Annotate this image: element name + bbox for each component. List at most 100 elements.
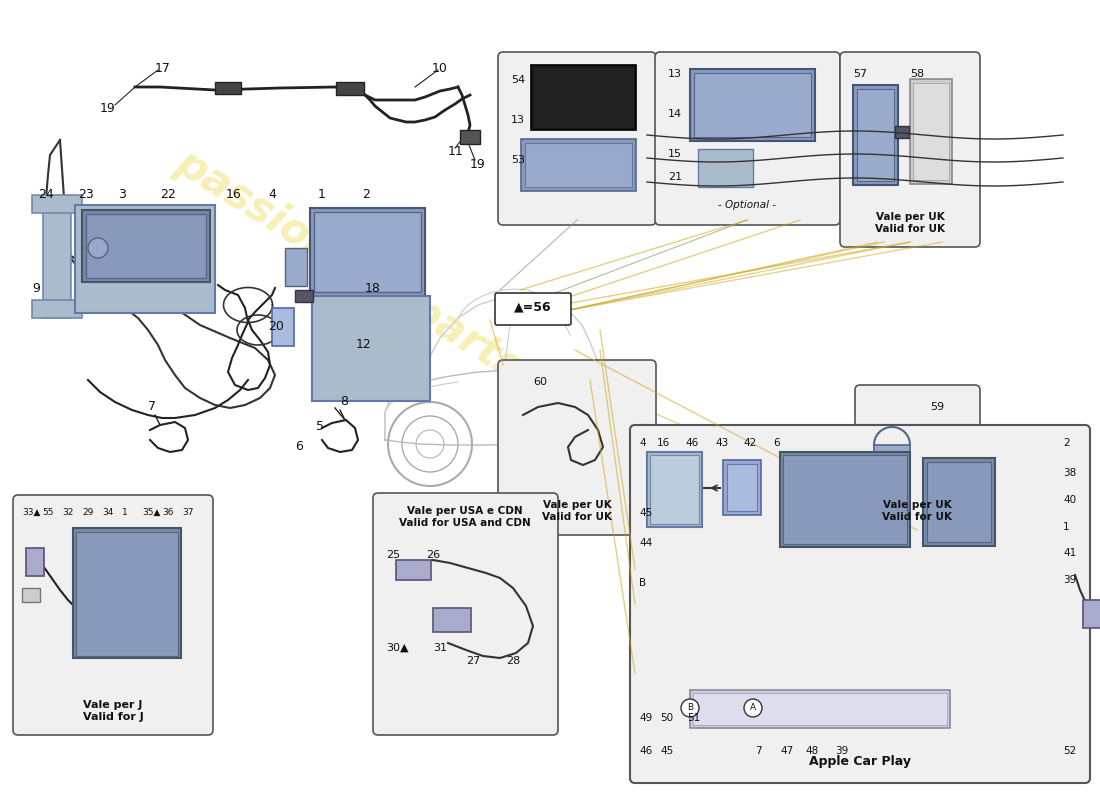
Text: 35▲: 35▲ <box>142 508 161 517</box>
Bar <box>22 588 40 602</box>
Bar <box>531 65 636 130</box>
Text: 54: 54 <box>512 75 525 85</box>
Text: 5: 5 <box>316 420 324 433</box>
Bar <box>214 82 241 94</box>
Bar <box>694 73 811 137</box>
Text: 22: 22 <box>160 188 176 201</box>
Text: 13: 13 <box>668 69 682 79</box>
Circle shape <box>744 699 762 717</box>
Text: 38: 38 <box>1063 468 1076 478</box>
Bar <box>295 290 313 302</box>
Text: B: B <box>686 703 693 713</box>
Text: 41: 41 <box>1063 548 1076 558</box>
Text: 2: 2 <box>362 188 370 201</box>
Text: Apple Car Play: Apple Car Play <box>808 755 911 768</box>
Text: 33▲: 33▲ <box>22 508 41 517</box>
Text: 30▲: 30▲ <box>386 643 408 653</box>
Text: Vale per UK
Valid for UK: Vale per UK Valid for UK <box>542 501 612 522</box>
Text: B: B <box>639 578 646 588</box>
Text: 26: 26 <box>426 550 440 560</box>
Text: 3: 3 <box>118 188 125 201</box>
Text: 60: 60 <box>534 377 547 387</box>
Text: 12: 12 <box>356 338 372 351</box>
Bar <box>43 200 72 318</box>
Bar <box>913 83 949 180</box>
Text: 1: 1 <box>122 508 128 517</box>
Text: 51: 51 <box>688 713 701 723</box>
Text: 46: 46 <box>639 746 652 756</box>
Bar <box>857 89 894 181</box>
Text: 1: 1 <box>318 188 326 201</box>
Text: 15: 15 <box>668 149 682 159</box>
Text: 6: 6 <box>773 438 780 448</box>
Text: passion for parts since 1985: passion for parts since 1985 <box>168 142 756 530</box>
FancyBboxPatch shape <box>498 360 656 535</box>
Text: 27: 27 <box>466 656 481 666</box>
Text: Vale per UK
Valid for UK: Vale per UK Valid for UK <box>874 212 945 234</box>
Text: 29: 29 <box>82 508 94 517</box>
Text: 58: 58 <box>910 69 924 79</box>
Bar <box>285 248 307 286</box>
FancyBboxPatch shape <box>13 495 213 735</box>
Text: 16: 16 <box>657 438 670 448</box>
Bar <box>534 67 634 128</box>
Text: 32: 32 <box>62 508 74 517</box>
Text: 2: 2 <box>1063 438 1069 448</box>
Text: 49: 49 <box>639 713 652 723</box>
Bar <box>723 460 761 515</box>
Text: 25: 25 <box>386 550 400 560</box>
Text: 8: 8 <box>340 395 348 408</box>
Bar <box>76 532 178 656</box>
FancyBboxPatch shape <box>840 52 980 247</box>
Bar <box>525 143 632 187</box>
Text: 53: 53 <box>512 155 525 165</box>
Bar <box>650 455 699 524</box>
Bar <box>521 139 636 191</box>
Text: 45: 45 <box>639 508 652 518</box>
Bar <box>433 608 471 632</box>
Text: 40: 40 <box>1063 495 1076 505</box>
Bar <box>923 458 996 546</box>
FancyBboxPatch shape <box>498 52 656 225</box>
Text: - Optional -: - Optional - <box>718 200 776 210</box>
Text: 39: 39 <box>835 746 848 756</box>
Text: 44: 44 <box>639 538 652 548</box>
Circle shape <box>88 238 108 258</box>
Bar <box>647 452 702 527</box>
Bar <box>783 455 907 544</box>
Text: 7: 7 <box>148 400 156 413</box>
Bar <box>460 130 480 144</box>
Text: 18: 18 <box>365 282 381 295</box>
FancyBboxPatch shape <box>373 493 558 735</box>
Bar <box>86 214 206 278</box>
Bar <box>312 296 430 401</box>
Text: Vale per UK
Valid for UK: Vale per UK Valid for UK <box>882 501 952 522</box>
Bar <box>690 690 950 728</box>
Text: ▲=56: ▲=56 <box>514 300 552 313</box>
Bar <box>910 79 952 184</box>
Text: 28: 28 <box>506 656 520 666</box>
Text: 21: 21 <box>668 172 682 182</box>
Text: 42: 42 <box>742 438 757 448</box>
Text: 50: 50 <box>660 713 673 723</box>
Text: 13: 13 <box>512 115 525 125</box>
Text: Vale per USA e CDN
Valid for USA and CDN: Vale per USA e CDN Valid for USA and CDN <box>399 506 531 528</box>
FancyBboxPatch shape <box>630 425 1090 783</box>
Text: 19: 19 <box>470 158 486 171</box>
Text: 47: 47 <box>780 746 793 756</box>
Bar <box>336 82 364 95</box>
Text: Vale per J
Valid for J: Vale per J Valid for J <box>82 701 143 722</box>
Text: 16: 16 <box>226 188 242 201</box>
Text: 43: 43 <box>715 438 728 448</box>
Circle shape <box>681 699 698 717</box>
Text: 45: 45 <box>660 746 673 756</box>
Text: 6: 6 <box>295 440 302 453</box>
Text: 52: 52 <box>1063 746 1076 756</box>
FancyBboxPatch shape <box>654 52 840 225</box>
Bar <box>895 126 909 138</box>
Text: 31: 31 <box>433 643 447 653</box>
Text: A: A <box>750 703 756 713</box>
Bar <box>32 300 82 318</box>
Text: 14: 14 <box>668 109 682 119</box>
Text: 1: 1 <box>1063 522 1069 532</box>
